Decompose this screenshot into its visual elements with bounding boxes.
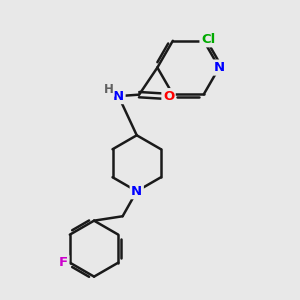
Text: F: F — [59, 256, 68, 269]
Text: H: H — [104, 83, 114, 96]
Text: N: N — [131, 185, 142, 198]
Text: N: N — [113, 90, 124, 103]
Text: O: O — [163, 90, 174, 103]
Text: Cl: Cl — [201, 33, 215, 46]
Text: N: N — [214, 61, 225, 74]
